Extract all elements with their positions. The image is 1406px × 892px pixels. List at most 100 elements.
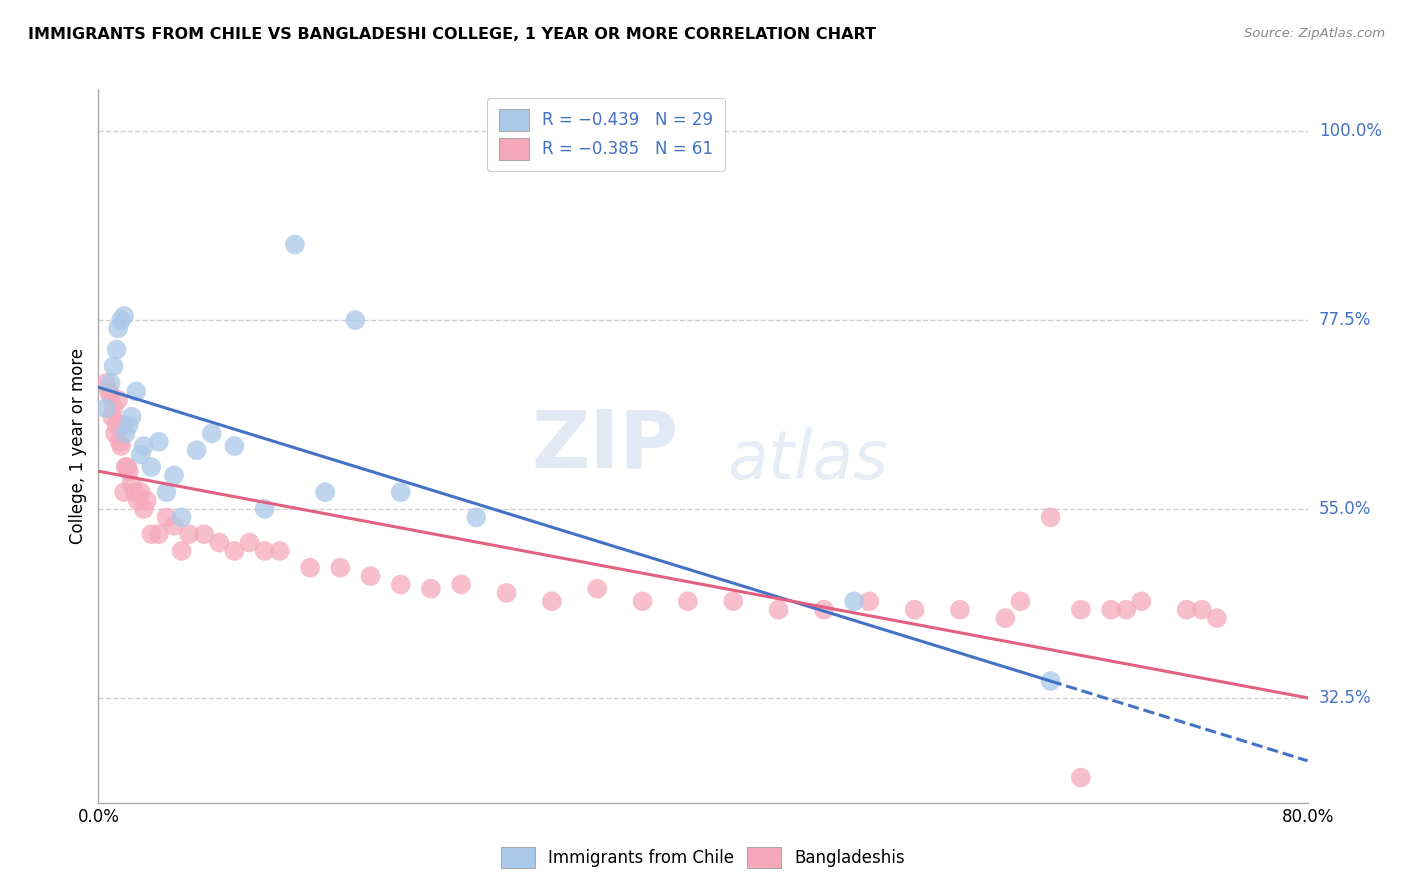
Point — [118, 464, 141, 478]
Point — [112, 309, 135, 323]
Point — [844, 594, 866, 608]
Legend: Immigrants from Chile, Bangladeshis: Immigrants from Chile, Bangladeshis — [495, 840, 911, 875]
Point — [110, 439, 132, 453]
Point — [186, 443, 208, 458]
Point — [1039, 510, 1062, 524]
Point — [129, 447, 152, 461]
Point — [360, 569, 382, 583]
Point — [110, 313, 132, 327]
Point — [495, 586, 517, 600]
Y-axis label: College, 1 year or more: College, 1 year or more — [69, 348, 87, 544]
Point — [465, 510, 488, 524]
Point — [904, 603, 927, 617]
Point — [112, 485, 135, 500]
Point — [121, 476, 143, 491]
Point — [1191, 603, 1213, 617]
Point — [163, 468, 186, 483]
Point — [141, 460, 163, 475]
Point — [118, 417, 141, 432]
Point — [193, 527, 215, 541]
Text: IMMIGRANTS FROM CHILE VS BANGLADESHI COLLEGE, 1 YEAR OR MORE CORRELATION CHART: IMMIGRANTS FROM CHILE VS BANGLADESHI COL… — [28, 27, 876, 42]
Point — [141, 527, 163, 541]
Point — [1115, 603, 1137, 617]
Point — [208, 535, 231, 549]
Point — [1099, 603, 1122, 617]
Point — [114, 460, 136, 475]
Point — [1206, 611, 1229, 625]
Text: 77.5%: 77.5% — [1319, 311, 1371, 329]
Point — [224, 544, 246, 558]
Point — [540, 594, 562, 608]
Text: 32.5%: 32.5% — [1319, 689, 1371, 706]
Point — [177, 527, 201, 541]
Point — [103, 359, 125, 374]
Point — [121, 409, 143, 424]
Point — [148, 527, 170, 541]
Point — [155, 510, 177, 524]
Point — [813, 603, 835, 617]
Point — [768, 603, 790, 617]
Point — [104, 426, 127, 441]
Point — [114, 426, 136, 441]
Point — [108, 434, 131, 449]
Point — [115, 460, 138, 475]
Point — [135, 493, 157, 508]
Point — [586, 582, 609, 596]
Point — [132, 502, 155, 516]
Text: ZIP: ZIP — [531, 407, 679, 485]
Point — [314, 485, 336, 500]
Point — [284, 237, 307, 252]
Point — [224, 439, 246, 453]
Point — [419, 582, 441, 596]
Text: 55.0%: 55.0% — [1319, 500, 1371, 518]
Point — [721, 594, 744, 608]
Point — [1130, 594, 1153, 608]
Point — [239, 535, 262, 549]
Point — [100, 389, 122, 403]
Point — [105, 417, 128, 432]
Point — [148, 434, 170, 449]
Point — [201, 426, 224, 441]
Point — [163, 518, 186, 533]
Text: Source: ZipAtlas.com: Source: ZipAtlas.com — [1244, 27, 1385, 40]
Point — [1010, 594, 1032, 608]
Point — [132, 439, 155, 453]
Point — [269, 544, 291, 558]
Point — [98, 384, 121, 399]
Point — [170, 510, 193, 524]
Point — [253, 544, 276, 558]
Point — [344, 313, 367, 327]
Point — [124, 485, 146, 500]
Point — [107, 321, 129, 335]
Point — [1070, 771, 1092, 785]
Point — [631, 594, 654, 608]
Point — [101, 409, 124, 424]
Point — [389, 485, 412, 500]
Point — [105, 343, 128, 357]
Point — [329, 560, 352, 574]
Point — [1175, 603, 1198, 617]
Point — [253, 502, 276, 516]
Point — [127, 493, 149, 508]
Text: atlas: atlas — [727, 427, 889, 493]
Text: 100.0%: 100.0% — [1319, 122, 1382, 140]
Point — [129, 485, 152, 500]
Point — [125, 384, 148, 399]
Point — [170, 544, 193, 558]
Point — [1039, 674, 1062, 689]
Point — [107, 392, 129, 407]
Point — [858, 594, 880, 608]
Point — [111, 417, 134, 432]
Point — [100, 376, 122, 390]
Point — [94, 401, 117, 416]
Point — [450, 577, 472, 591]
Legend: R = −0.439   N = 29, R = −0.385   N = 61: R = −0.439 N = 29, R = −0.385 N = 61 — [488, 97, 725, 171]
Point — [994, 611, 1017, 625]
Point — [949, 603, 972, 617]
Point — [155, 485, 177, 500]
Point — [676, 594, 699, 608]
Point — [299, 560, 322, 574]
Point — [94, 376, 117, 390]
Point — [389, 577, 412, 591]
Point — [103, 401, 125, 416]
